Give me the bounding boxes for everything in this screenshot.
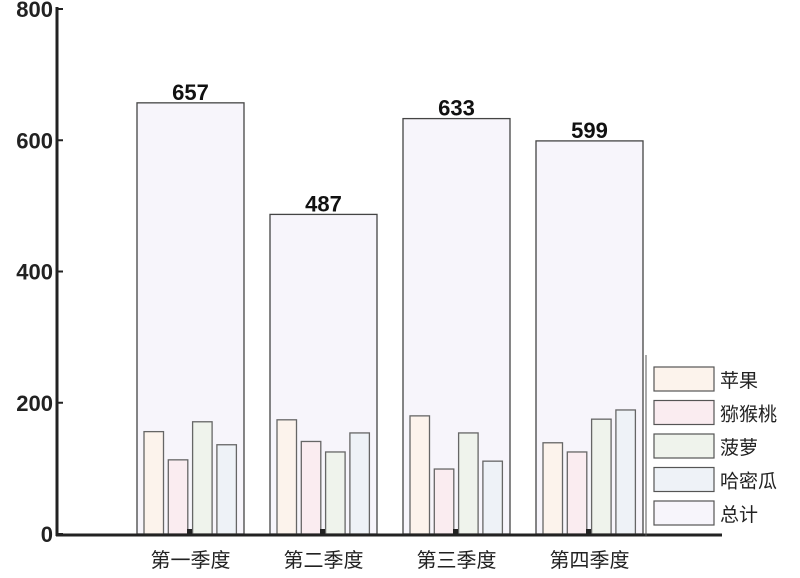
data-label: 633 [438, 96, 475, 121]
y-tick-label: 600 [16, 128, 53, 153]
data-label: 487 [305, 191, 342, 216]
x-tick-label: 第一季度 [151, 548, 231, 572]
category-tick [586, 529, 591, 534]
category-tick [320, 529, 325, 534]
bar-1 [167, 459, 189, 535]
bar-0 [143, 430, 165, 535]
bar-2 [191, 421, 213, 535]
legend-label: 菠萝 [720, 437, 758, 459]
y-tick-label: 0 [41, 522, 53, 547]
data-label: 599 [571, 118, 608, 143]
bar-3 [216, 444, 238, 535]
bar-1 [433, 468, 455, 535]
bar-0 [409, 415, 431, 535]
legend-swatch [653, 466, 715, 493]
category-tick [453, 529, 458, 534]
x-tick-label: 第三季度 [417, 548, 497, 572]
bar-2 [457, 432, 479, 535]
legend-swatch [653, 399, 715, 426]
category-tick [187, 529, 192, 534]
legend-swatch [653, 433, 715, 459]
bar-1 [566, 451, 588, 535]
bar-0 [276, 419, 298, 535]
bar-2 [590, 418, 612, 535]
legend-label: 总计 [720, 504, 758, 526]
legend-label: 猕猴桃 [720, 404, 777, 426]
bar-3 [482, 460, 504, 535]
bar-0 [542, 442, 564, 535]
bar-3 [349, 432, 371, 535]
y-tick-label: 400 [16, 260, 53, 285]
legend-swatch [653, 366, 715, 392]
x-tick-label: 第四季度 [550, 548, 630, 572]
bar-1 [300, 440, 322, 535]
bar-2 [324, 451, 346, 535]
bar-3 [615, 409, 637, 535]
y-tick-label: 800 [16, 0, 53, 22]
legend-swatch [653, 500, 715, 526]
y-tick-label: 200 [16, 391, 53, 416]
x-tick-label: 第二季度 [284, 548, 364, 572]
legend-label: 苹果 [720, 370, 758, 392]
data-label: 657 [172, 80, 209, 105]
legend-label: 哈密瓜 [720, 471, 777, 493]
